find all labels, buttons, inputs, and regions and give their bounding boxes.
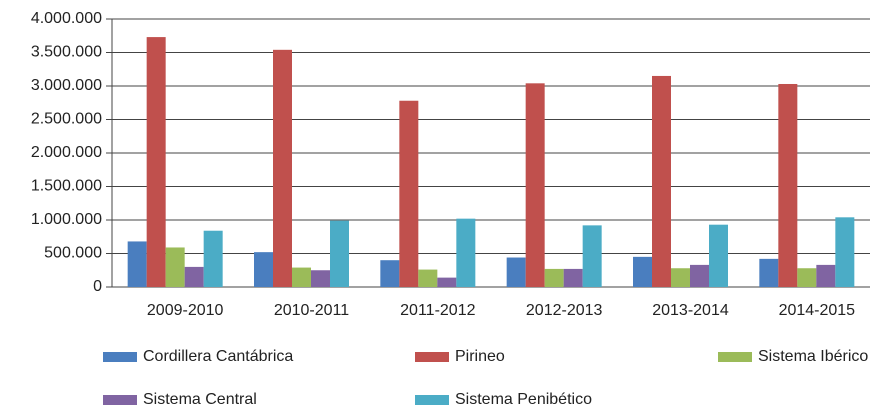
bar [690, 264, 709, 287]
y-tick-label: 2.500.000 [31, 111, 102, 128]
y-tick-label: 500.000 [44, 245, 102, 262]
bar [127, 241, 147, 287]
legend-label: Cordillera Cantábrica [143, 348, 293, 365]
bar [330, 220, 349, 287]
bar [184, 266, 204, 287]
x-tick-label: 2009-2010 [147, 302, 224, 319]
legend-swatch [718, 352, 752, 362]
bar [582, 225, 602, 287]
bar [671, 268, 690, 287]
x-tick-label: 2012-2013 [526, 302, 603, 319]
x-tick-label: 2010-2011 [274, 302, 349, 319]
y-tick-label: 3.500.000 [31, 44, 102, 61]
x-tick-label: 2011-2012 [400, 302, 475, 319]
bar [525, 83, 545, 287]
bar [165, 247, 185, 287]
bar [456, 218, 476, 287]
bar [418, 269, 438, 287]
bar [203, 230, 223, 287]
bar [146, 37, 166, 288]
y-tick-label: 1.000.000 [31, 211, 102, 228]
y-tick-label: 3.000.000 [31, 77, 102, 94]
y-tick-label: 1.500.000 [31, 178, 102, 195]
bar [759, 258, 779, 287]
y-tick-label: 2.000.000 [31, 144, 102, 161]
legend-swatch [103, 352, 137, 362]
legend-swatch [415, 352, 449, 362]
bar [778, 83, 798, 288]
bar [437, 277, 457, 287]
legend-label: Pirineo [455, 348, 505, 365]
legend-swatch [103, 395, 137, 405]
legend-label: Sistema Penibético [455, 391, 592, 408]
legend-label: Sistema Ibérico [758, 348, 868, 365]
bar [797, 268, 817, 287]
bar [544, 268, 564, 287]
bar [506, 257, 526, 287]
bar [273, 49, 292, 287]
bar [816, 264, 836, 287]
bar [380, 260, 400, 287]
legend-swatch [415, 395, 449, 405]
bar [399, 100, 419, 288]
y-tick-label: 4.000.000 [31, 10, 102, 27]
bar [311, 270, 330, 287]
bar [835, 217, 855, 287]
y-tick-label: 0 [93, 278, 102, 295]
legend-label: Sistema Central [143, 391, 257, 408]
bar [563, 268, 583, 287]
x-tick-label: 2014-2015 [779, 302, 856, 319]
bar [709, 224, 728, 287]
bar [633, 256, 652, 287]
bar [254, 252, 273, 287]
x-tick-label: 2013-2014 [652, 302, 729, 319]
bar [292, 267, 311, 287]
bar [652, 75, 671, 287]
